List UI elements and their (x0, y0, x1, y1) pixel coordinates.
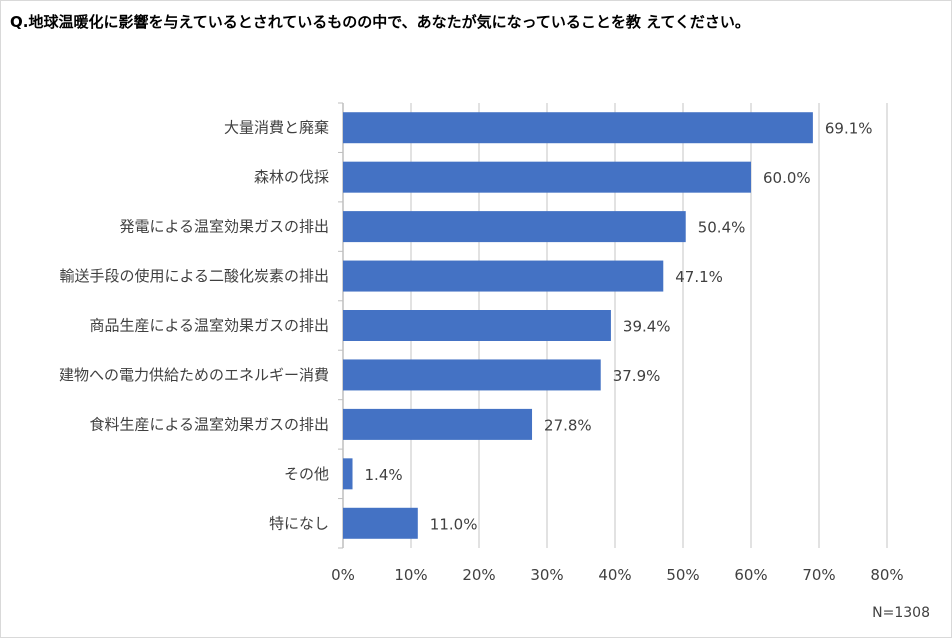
bar (343, 408, 533, 440)
bar (343, 112, 813, 144)
x-tick-label: 10% (394, 566, 427, 584)
x-tick-label: 0% (331, 566, 355, 584)
x-tick-label: 80% (870, 566, 903, 584)
category-label: 輸送手段の使用による二酸化炭素の排出 (59, 267, 329, 285)
value-label: 60.0% (763, 169, 811, 187)
value-label: 37.9% (613, 367, 661, 385)
chart-title: Q.地球温暖化に影響を与えているとされているものの中で、あなたが気になっているこ… (10, 13, 750, 31)
value-label: 47.1% (675, 268, 723, 286)
x-tick-label: 50% (666, 566, 699, 584)
bar (343, 161, 751, 193)
category-label: 発電による温室効果ガスの排出 (119, 218, 329, 236)
value-label: 11.0% (430, 515, 478, 533)
x-tick-label: 40% (598, 566, 631, 584)
value-label: 39.4% (623, 318, 671, 336)
category-label: その他 (284, 465, 329, 483)
value-label: 69.1% (825, 120, 873, 138)
bars (343, 112, 813, 539)
category-label: 商品生産による温室効果ガスの排出 (89, 317, 329, 335)
bar (343, 458, 353, 490)
value-label: 27.8% (544, 416, 592, 434)
category-label: 食料生産による温室効果ガスの排出 (89, 415, 329, 433)
bar (343, 211, 686, 243)
x-tick-label: 20% (462, 566, 495, 584)
x-tick-label: 60% (734, 566, 767, 584)
bar (343, 310, 611, 341)
value-label: 50.4% (698, 219, 746, 237)
sample-size-note: N=1308 (872, 605, 930, 621)
labels: 0% 10% 20% 30% 40% 50% 60% 70% 80% 大量消費と廃棄 69.1% 森林… (59, 119, 904, 584)
bar (343, 507, 418, 539)
category-label: 建物への電力供給ためのエネルギー消費 (59, 366, 329, 384)
x-tick-label: 30% (530, 566, 563, 584)
bar (343, 359, 601, 391)
value-label: 1.4% (365, 466, 403, 484)
category-label: 特になし (269, 514, 329, 532)
category-label: 森林の伐採 (254, 168, 329, 186)
x-tick-label: 70% (802, 566, 835, 584)
bar (343, 260, 664, 292)
category-label: 大量消費と廃棄 (224, 119, 329, 137)
